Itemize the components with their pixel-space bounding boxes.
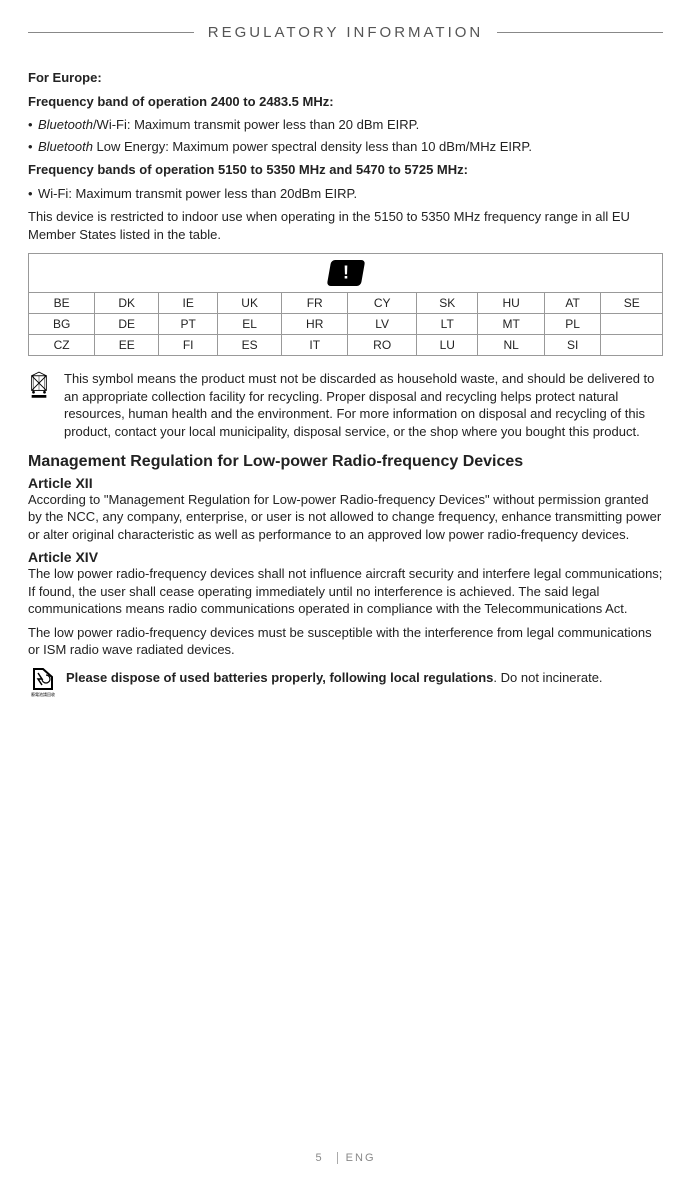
country-cell: IE [159, 293, 218, 314]
country-cell: HR [282, 314, 348, 335]
europe-heading: For Europe: [28, 69, 663, 87]
battery-text: Please dispose of used batteries properl… [66, 665, 603, 687]
country-cell: FI [159, 335, 218, 356]
country-cell: BG [29, 314, 95, 335]
country-cell: CY [348, 293, 417, 314]
weee-block: This symbol means the product must not b… [28, 370, 663, 440]
list-item: Wi-Fi: Maximum transmit power less than … [28, 185, 663, 203]
indoor-note: This device is restricted to indoor use … [28, 208, 663, 243]
bullet-text: Low Energy: Maximum power spectral densi… [93, 139, 532, 154]
band1-heading: Frequency band of operation 2400 to 2483… [28, 93, 663, 111]
bluetooth-label: Bluetooth [38, 139, 93, 154]
country-cell: LT [417, 314, 478, 335]
warning-icon [326, 260, 365, 286]
page-number: 5 [315, 1152, 323, 1164]
bluetooth-label: Bluetooth [38, 117, 93, 132]
article-14-text: The low power radio-frequency devices sh… [28, 565, 663, 618]
country-cell: EL [218, 314, 282, 335]
country-cell: DE [95, 314, 159, 335]
article-12-title: Article XII [28, 475, 663, 491]
country-cell: RO [348, 335, 417, 356]
weee-icon [28, 370, 54, 440]
table-row: BE DK IE UK FR CY SK HU AT SE [29, 293, 663, 314]
band2-heading: Frequency bands of operation 5150 to 535… [28, 161, 663, 179]
rule-right [497, 32, 663, 33]
country-cell: NL [478, 335, 544, 356]
battery-rest: . Do not incinerate. [493, 670, 602, 685]
band2-list: Wi-Fi: Maximum transmit power less than … [28, 185, 663, 203]
country-cell: SI [544, 335, 601, 356]
footer-separator [337, 1152, 338, 1164]
country-cell: SK [417, 293, 478, 314]
band1-list: Bluetooth/Wi-Fi: Maximum transmit power … [28, 116, 663, 155]
susceptible-text: The low power radio-frequency devices mu… [28, 624, 663, 659]
battery-recycle-icon: 廢電池請回收 [28, 665, 58, 702]
country-cell: AT [544, 293, 601, 314]
bullet-text: Wi-Fi: Maximum transmit power less than … [38, 186, 357, 201]
rule-left [28, 32, 194, 33]
country-cell: ES [218, 335, 282, 356]
list-item: Bluetooth Low Energy: Maximum power spec… [28, 138, 663, 156]
page-header-title: REGULATORY INFORMATION [194, 24, 497, 41]
country-cell: HU [478, 293, 544, 314]
country-cell [601, 314, 663, 335]
header-rule: REGULATORY INFORMATION [28, 24, 663, 41]
table-icon-row [29, 254, 663, 293]
country-cell: LU [417, 335, 478, 356]
country-cell: MT [478, 314, 544, 335]
article-12-text: According to "Management Regulation for … [28, 491, 663, 544]
management-heading: Management Regulation for Low-power Radi… [28, 453, 663, 471]
article-14-title: Article XIV [28, 549, 663, 565]
country-cell: EE [95, 335, 159, 356]
battery-block: 廢電池請回收 Please dispose of used batteries … [28, 665, 663, 702]
country-cell [601, 335, 663, 356]
weee-text: This symbol means the product must not b… [64, 370, 663, 440]
country-cell: UK [218, 293, 282, 314]
table-row: CZ EE FI ES IT RO LU NL SI [29, 335, 663, 356]
table-row: BG DE PT EL HR LV LT MT PL [29, 314, 663, 335]
page-footer: 5 ENG [0, 1152, 691, 1164]
country-cell: LV [348, 314, 417, 335]
country-cell: PL [544, 314, 601, 335]
country-cell: DK [95, 293, 159, 314]
list-item: Bluetooth/Wi-Fi: Maximum transmit power … [28, 116, 663, 134]
country-cell: PT [159, 314, 218, 335]
country-cell: FR [282, 293, 348, 314]
country-cell: CZ [29, 335, 95, 356]
warning-cell [29, 254, 663, 293]
country-cell: BE [29, 293, 95, 314]
svg-text:廢電池請回收: 廢電池請回收 [31, 691, 55, 697]
country-cell: IT [282, 335, 348, 356]
page-lang: ENG [346, 1152, 376, 1164]
country-cell: SE [601, 293, 663, 314]
country-table: BE DK IE UK FR CY SK HU AT SE BG DE PT E… [28, 253, 663, 356]
battery-bold: Please dispose of used batteries properl… [66, 670, 493, 685]
bullet-text: /Wi-Fi: Maximum transmit power less than… [93, 117, 419, 132]
